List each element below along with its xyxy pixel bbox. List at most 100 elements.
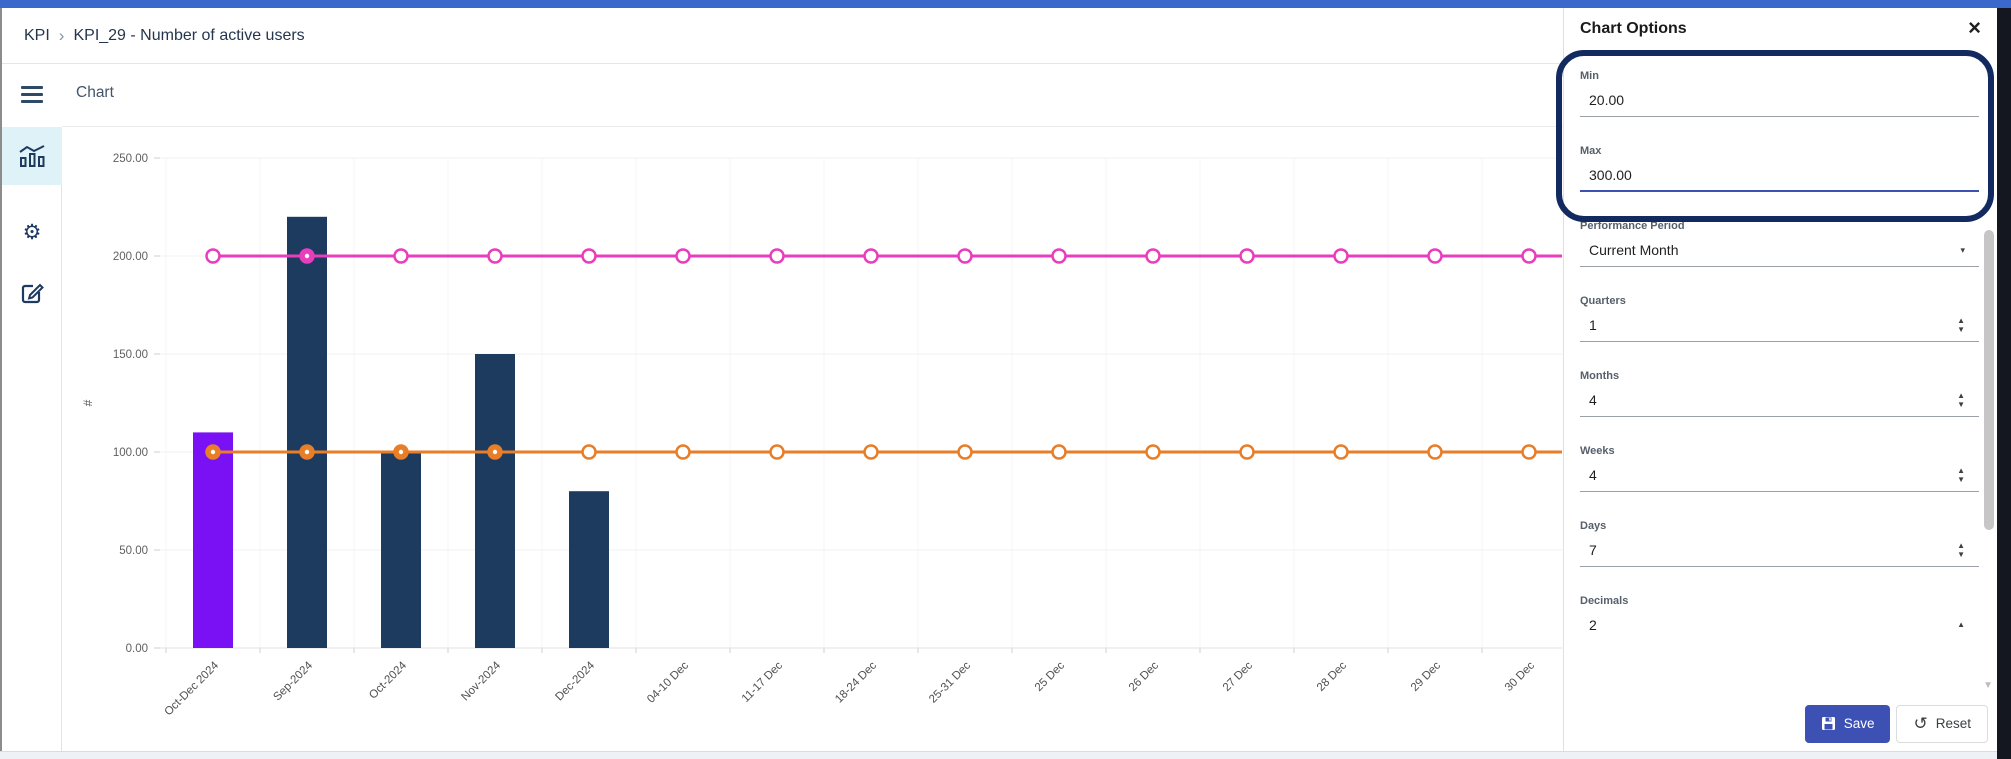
spinner-down-icon[interactable]: ▼ <box>1957 399 1965 409</box>
quarters-label: Quarters <box>1580 295 1626 307</box>
chart-options-panel: Chart Options × Min 20.00 Max 300.00 Per… <box>1563 8 1997 751</box>
orange-line-marker-dot <box>304 449 310 455</box>
bar <box>475 354 515 648</box>
pink-line-marker <box>675 248 691 264</box>
pink-line-marker <box>487 248 503 264</box>
months-input[interactable]: 4 ▲ ▼ <box>1580 390 1979 417</box>
bar <box>569 491 609 648</box>
pink-line-marker <box>1239 248 1255 264</box>
kpi-chart-canvas: 0.00 50.00 100.00 150.00 200.00 250.00 # Oct-De… <box>81 153 1577 718</box>
weeks-field: Weeks 4 ▲ ▼ <box>1580 445 1979 492</box>
days-stepper[interactable]: ▲ ▼ <box>1957 540 1965 559</box>
spinner-up-icon[interactable]: ▲ <box>1957 540 1965 550</box>
orange-line-marker <box>769 444 785 460</box>
months-field: Months 4 ▲ ▼ <box>1580 370 1979 417</box>
performance-period-select[interactable]: Current Month ▾ <box>1580 242 1979 267</box>
weeks-input[interactable]: 4 ▲ ▼ <box>1580 465 1979 492</box>
panel-header: Chart Options × <box>1564 8 1997 52</box>
performance-period-field: Performance Period Current Month ▾ <box>1580 220 1979 267</box>
decimals-stepper[interactable]: ▲ <box>1957 620 1965 629</box>
orange-line-marker <box>1239 444 1255 460</box>
y-axis-tick-label: 250.00 <box>113 153 148 165</box>
spinner-down-icon[interactable]: ▼ <box>1957 324 1965 334</box>
breadcrumb-separator-icon: › <box>58 25 65 45</box>
max-value: 300.00 <box>1589 167 1632 183</box>
spinner-up-icon[interactable]: ▲ <box>1957 390 1965 400</box>
spinner-down-icon[interactable]: ▼ <box>1957 474 1965 484</box>
orange-line-marker-dot <box>492 449 498 455</box>
pink-line-marker <box>1427 248 1443 264</box>
max-input[interactable]: 300.00 <box>1580 167 1979 192</box>
x-axis-tick-label: 25-31 Dec <box>927 659 973 705</box>
save-button-label: Save <box>1843 716 1875 731</box>
x-axis-tick-label: Dec-2024 <box>553 659 597 703</box>
orange-line-marker <box>1051 444 1067 460</box>
y-axis-tick-label: 200.00 <box>113 251 148 263</box>
decimals-label: Decimals <box>1580 595 1629 607</box>
breadcrumb-root-link[interactable]: KPI <box>24 26 50 44</box>
y-axis-tick-label: 100.00 <box>113 447 148 459</box>
bar <box>287 216 327 649</box>
sidebar-rail: ⚙ <box>2 127 62 751</box>
window-bottom-strip <box>0 751 1997 759</box>
pink-line-marker <box>769 248 785 264</box>
x-axis-tick-label: 27 Dec <box>1221 659 1255 693</box>
save-icon <box>1821 717 1835 730</box>
pink-line-marker <box>863 248 879 264</box>
quarters-input[interactable]: 1 ▲ ▼ <box>1580 315 1979 342</box>
bar <box>193 432 233 648</box>
days-input[interactable]: 7 ▲ ▼ <box>1580 540 1979 567</box>
x-axis-tick-label: 26 Dec <box>1127 659 1161 693</box>
weeks-label: Weeks <box>1580 445 1615 457</box>
decimals-input[interactable]: 2 ▲ <box>1580 617 1979 641</box>
x-axis-tick-label: 04-10 Dec <box>645 659 691 705</box>
gear-icon: ⚙ <box>22 220 42 244</box>
spinner-up-icon[interactable]: ▲ <box>1957 465 1965 475</box>
min-input[interactable]: 20.00 <box>1580 92 1979 117</box>
spinner-up-icon[interactable]: ▲ <box>1957 620 1965 629</box>
breadcrumb-current: KPI_29 - Number of active users <box>73 26 305 44</box>
panel-footer: Save ↺ Reset <box>1564 696 1997 751</box>
pink-line-marker <box>1145 248 1161 264</box>
kpi-chart: 0.00 50.00 100.00 150.00 200.00 250.00 # Oct-De… <box>62 127 1577 751</box>
reset-icon: ↺ <box>1913 713 1928 733</box>
orange-line-marker-dot <box>398 449 404 455</box>
months-stepper[interactable]: ▲ ▼ <box>1957 390 1965 409</box>
months-label: Months <box>1580 370 1620 382</box>
panel-scrollbar-thumb[interactable] <box>1984 230 1994 530</box>
pink-line-marker <box>957 248 973 264</box>
x-axis-tick-label: Sep-2024 <box>271 659 315 703</box>
y-axis-title: # <box>81 399 95 406</box>
hamburger-menu-icon[interactable] <box>21 86 43 103</box>
sidebar-item-chart[interactable] <box>2 127 62 185</box>
spinner-up-icon[interactable]: ▲ <box>1957 315 1965 325</box>
x-axis-tick-label: Oct-Dec 2024 <box>162 659 221 718</box>
performance-period-value: Current Month <box>1589 242 1679 258</box>
pink-line-marker <box>581 248 597 264</box>
edit-icon <box>21 283 44 304</box>
orange-line-marker <box>1427 444 1443 460</box>
y-axis-tick-label: 0.00 <box>126 643 148 655</box>
x-axis-tick-label: 28 Dec <box>1315 659 1349 693</box>
x-axis-tick-label: Oct-2024 <box>367 659 409 701</box>
pink-line-marker <box>1333 248 1349 264</box>
orange-line-marker <box>957 444 973 460</box>
orange-line-marker <box>581 444 597 460</box>
sidebar-item-settings[interactable]: ⚙ <box>2 203 62 261</box>
close-icon[interactable]: × <box>1968 15 1981 40</box>
bar <box>381 452 421 648</box>
sidebar-item-edit[interactable] <box>2 263 62 321</box>
min-field: Min 20.00 <box>1580 70 1979 117</box>
reset-button[interactable]: ↺ Reset <box>1896 704 1988 743</box>
scroll-down-arrow-icon[interactable]: ▼ <box>1983 680 1993 691</box>
quarters-field: Quarters 1 ▲ ▼ <box>1580 295 1979 342</box>
decimals-value: 2 <box>1589 617 1597 633</box>
weeks-stepper[interactable]: ▲ ▼ <box>1957 465 1965 484</box>
panel-title: Chart Options <box>1580 20 1687 37</box>
save-button[interactable]: Save <box>1804 704 1891 743</box>
quarters-stepper[interactable]: ▲ ▼ <box>1957 315 1965 334</box>
min-value: 20.00 <box>1589 92 1625 108</box>
spinner-down-icon[interactable]: ▼ <box>1957 549 1965 559</box>
chevron-down-icon[interactable]: ▾ <box>1960 244 1965 255</box>
pink-line-marker <box>205 248 221 264</box>
